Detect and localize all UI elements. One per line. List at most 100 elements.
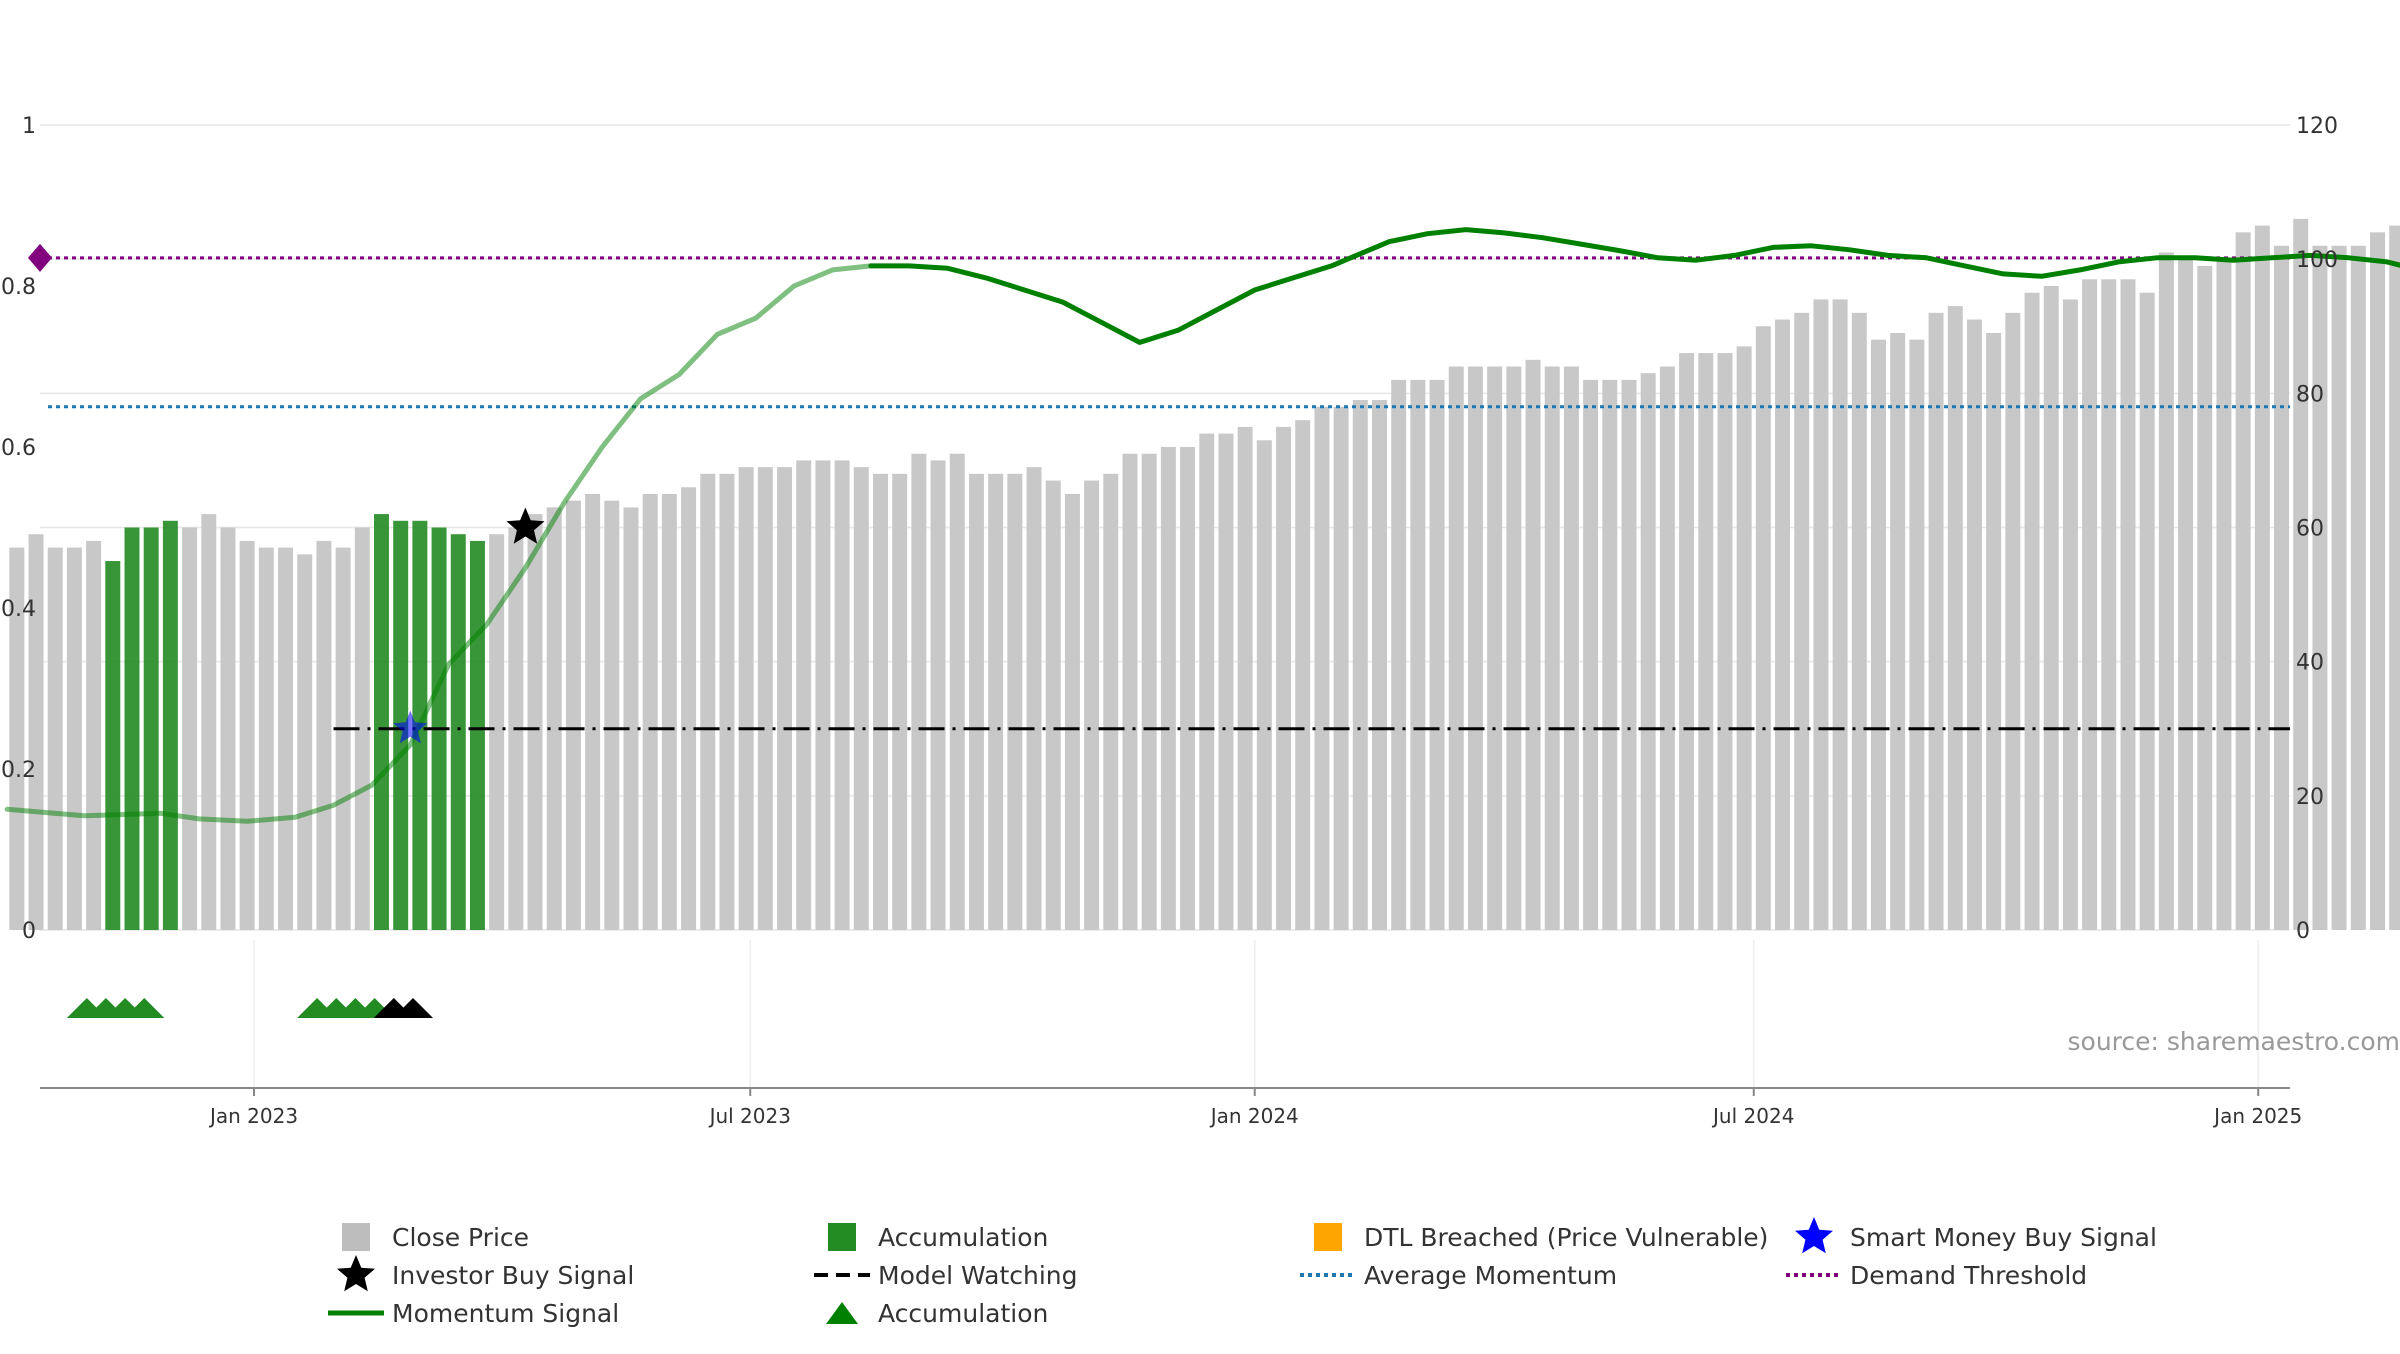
legend-item: Model Watching — [814, 1261, 1078, 1290]
legend-item: Momentum Signal — [328, 1299, 619, 1328]
price-bar — [1679, 353, 1694, 930]
price-bar — [2293, 219, 2308, 930]
price-bar — [547, 507, 562, 930]
price-bars — [9, 118, 2400, 930]
legend-label: Accumulation — [878, 1223, 1048, 1252]
price-bar — [1698, 353, 1713, 930]
price-bar — [796, 460, 811, 930]
price-bar — [86, 541, 101, 930]
price-bar — [1410, 380, 1425, 930]
price-bar — [2197, 266, 2212, 930]
price-bar — [1641, 373, 1656, 930]
price-bar — [336, 548, 351, 930]
legend-label: Momentum Signal — [392, 1299, 619, 1328]
price-bar — [892, 474, 907, 930]
legend-swatch — [342, 1223, 370, 1251]
legend-item: Accumulation — [828, 1223, 1048, 1252]
right-tick-label: 40 — [2296, 651, 2324, 676]
price-bar — [2159, 252, 2174, 930]
price-bar — [1314, 407, 1329, 930]
price-bar — [2025, 293, 2040, 930]
price-bar — [125, 528, 140, 931]
price-bar — [1813, 299, 1828, 930]
price-bar — [1142, 454, 1157, 930]
price-bar — [1948, 306, 1963, 930]
price-bar — [1890, 333, 1905, 930]
price-bar — [1218, 434, 1233, 930]
price-bar — [2216, 259, 2231, 930]
left-tick-label: 0.6 — [1, 436, 36, 461]
price-bar — [1717, 353, 1732, 930]
price-bar — [2370, 232, 2385, 930]
legend-item: Average Momentum — [1300, 1261, 1617, 1290]
price-bar — [854, 467, 869, 930]
price-bar — [470, 541, 485, 930]
price-bar — [585, 494, 600, 930]
price-bar — [259, 548, 274, 930]
price-bar — [2121, 279, 2136, 930]
price-bar — [1372, 400, 1387, 930]
price-bar — [950, 454, 965, 930]
price-bar — [777, 467, 792, 930]
price-bar — [624, 507, 639, 930]
legend-label: Accumulation — [878, 1299, 1048, 1328]
price-bar — [643, 494, 658, 930]
price-bar — [1756, 326, 1771, 930]
price-bar — [1986, 333, 2001, 930]
right-tick-label: 0 — [2296, 919, 2310, 944]
legend-item: Smart Money Buy Signal — [1795, 1217, 2157, 1253]
price-bar — [662, 494, 677, 930]
left-tick-label: 1 — [22, 114, 36, 139]
legend-item: Investor Buy Signal — [337, 1255, 634, 1291]
price-bar — [1737, 346, 1752, 930]
legend-swatch — [1795, 1217, 1833, 1253]
price-bar — [1334, 407, 1349, 930]
price-bar — [700, 474, 715, 930]
price-bar — [566, 501, 581, 930]
price-bar — [1430, 380, 1445, 930]
legend-swatch — [826, 1302, 858, 1324]
price-bar — [1602, 380, 1617, 930]
price-bar — [451, 534, 466, 930]
x-tick-label: Jan 2025 — [2212, 1104, 2302, 1128]
left-tick-label: 0.4 — [1, 597, 36, 622]
price-bar — [489, 534, 504, 930]
right-tick-label: 80 — [2296, 382, 2324, 407]
price-bar — [1526, 360, 1541, 930]
price-bar — [1084, 481, 1099, 930]
price-bar — [2351, 246, 2366, 930]
price-bar — [2389, 226, 2400, 930]
price-bar — [220, 528, 235, 931]
legend-label: Average Momentum — [1364, 1261, 1617, 1290]
accumulation-markers — [67, 998, 433, 1018]
legend-label: Close Price — [392, 1223, 529, 1252]
price-bar — [2255, 226, 2270, 930]
price-bar — [1065, 494, 1080, 930]
right-tick-label: 100 — [2296, 248, 2338, 273]
x-tick-label: Jul 2024 — [1711, 1104, 1794, 1128]
legend-label: Smart Money Buy Signal — [1850, 1223, 2157, 1252]
legend-swatch — [337, 1255, 375, 1291]
price-bar — [29, 534, 44, 930]
price-bar — [1967, 320, 1982, 930]
price-bar — [815, 460, 830, 930]
price-bar — [297, 554, 312, 930]
price-bar — [374, 514, 389, 930]
price-bar — [201, 514, 216, 930]
price-bar — [719, 474, 734, 930]
legend-swatch — [1314, 1223, 1342, 1251]
price-bar — [528, 514, 543, 930]
price-bar — [681, 487, 696, 930]
left-tick-label: 0 — [22, 919, 36, 944]
price-bar — [2140, 293, 2155, 930]
legend-label: Demand Threshold — [1850, 1261, 2087, 1290]
price-bar — [1046, 481, 1061, 930]
price-bar — [1353, 400, 1368, 930]
left-tick-label: 0.2 — [1, 758, 36, 783]
price-bar — [2101, 279, 2116, 930]
x-tick-label: Jan 2023 — [208, 1104, 298, 1128]
